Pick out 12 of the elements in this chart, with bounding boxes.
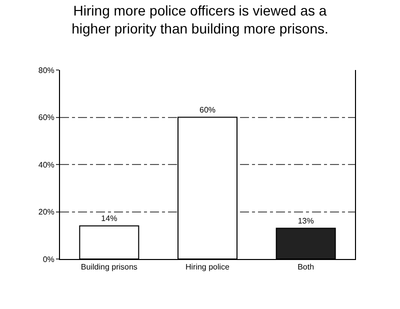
y-tick-label: 80% [38, 66, 54, 75]
data-label: 60% [199, 105, 216, 114]
data-label: 13% [298, 216, 314, 226]
y-tick-label: 60% [38, 113, 54, 122]
x-tick-label: Both [298, 262, 314, 272]
x-tick-label: Building prisons [80, 262, 138, 272]
y-tick-label: 20% [38, 208, 54, 217]
y-tick-label: 0% [42, 254, 54, 264]
chart-title: Hiring more police officers is viewed as a higher priority than building more prisons. [72, 2, 328, 37]
data-label: 14% [101, 214, 118, 223]
x-tick-label: Hiring police [185, 262, 230, 272]
y-tick-label: 40% [38, 160, 54, 170]
